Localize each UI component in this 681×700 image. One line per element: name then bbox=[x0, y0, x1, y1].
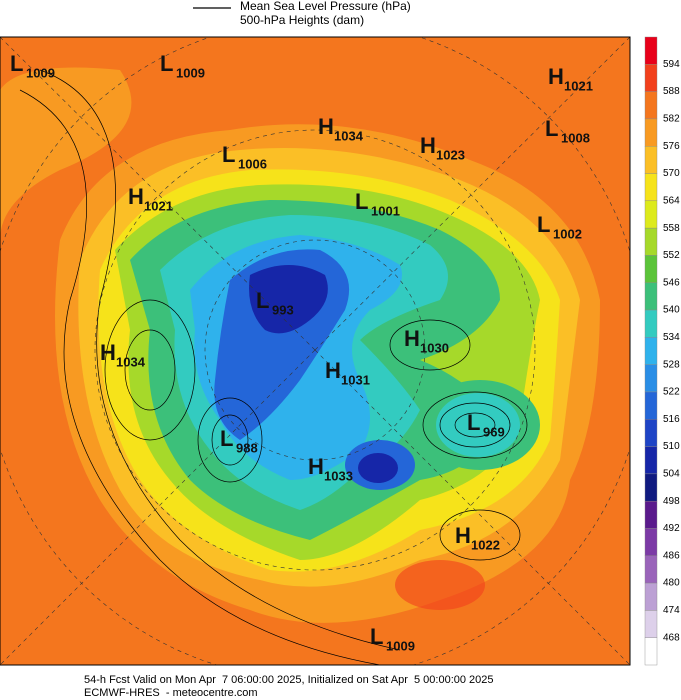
colorbar-segment bbox=[644, 64, 658, 92]
center-type: H bbox=[404, 326, 420, 351]
colorbar-label: 492 bbox=[663, 523, 680, 534]
colorbar-segment bbox=[644, 364, 658, 393]
center-pressure: 1022 bbox=[471, 537, 500, 552]
colorbar-label: 522 bbox=[663, 387, 680, 398]
center-pressure: 1031 bbox=[341, 372, 370, 387]
colorbar-label: 498 bbox=[663, 496, 680, 507]
footer-source: ECMWF-HRES - meteocentre.com bbox=[84, 687, 258, 699]
center-pressure: 1006 bbox=[238, 156, 267, 171]
colorbar-label: 552 bbox=[663, 250, 680, 261]
colorbar-segment bbox=[644, 146, 658, 174]
colorbar-label: 510 bbox=[663, 441, 680, 452]
center-type: H bbox=[128, 184, 144, 209]
center-pressure: 1023 bbox=[436, 147, 465, 162]
center-type: L bbox=[355, 189, 368, 214]
colorbar-label: 516 bbox=[663, 414, 680, 425]
map-frame bbox=[0, 36, 631, 666]
colorbar-label: 594 bbox=[663, 59, 680, 70]
isobars bbox=[19, 69, 528, 665]
center-type: L bbox=[256, 288, 269, 313]
center-type: L bbox=[545, 116, 558, 141]
legend-heights: 500-hPa Heights (dam) bbox=[240, 13, 364, 27]
colorbar-label: 546 bbox=[663, 277, 680, 288]
colorbar-segment bbox=[644, 200, 658, 229]
legend-pressure: Mean Sea Level Pressure (hPa) bbox=[240, 0, 411, 13]
center-type: L bbox=[370, 624, 383, 649]
colorbar-label: 576 bbox=[663, 141, 680, 152]
center-pressure: 1009 bbox=[386, 638, 415, 653]
colorbar-segment bbox=[644, 309, 658, 338]
colorbar-label: 558 bbox=[663, 223, 680, 234]
center-type: H bbox=[318, 114, 334, 139]
colorbar-segment bbox=[644, 637, 658, 666]
center-type: H bbox=[100, 340, 116, 365]
colorbar-segment bbox=[644, 500, 658, 529]
colorbar-segment bbox=[644, 610, 658, 638]
center-pressure: 1009 bbox=[26, 65, 55, 80]
colorbar-segment bbox=[644, 227, 658, 256]
colorbar-label: 570 bbox=[663, 168, 680, 179]
height-area bbox=[395, 560, 485, 610]
height-area bbox=[358, 453, 398, 483]
center-pressure: 1008 bbox=[561, 130, 590, 145]
colorbar-segment bbox=[644, 36, 658, 65]
center-type: H bbox=[548, 64, 564, 89]
colorbar-segment bbox=[644, 282, 658, 311]
colorbar-segment bbox=[644, 337, 658, 365]
center-pressure: 1021 bbox=[564, 78, 593, 93]
colorbar-segment bbox=[644, 391, 658, 420]
colorbar-segment bbox=[644, 473, 658, 502]
center-pressure: 1001 bbox=[371, 203, 400, 218]
colorbar-segment bbox=[644, 446, 658, 475]
colorbar-label: 480 bbox=[663, 578, 680, 589]
center-pressure: 969 bbox=[483, 424, 505, 439]
latitude-circles bbox=[0, 37, 630, 665]
center-pressure: 1034 bbox=[116, 354, 146, 369]
center-pressure: 1002 bbox=[553, 226, 582, 241]
center-pressure: 1009 bbox=[176, 65, 205, 80]
center-type: H bbox=[420, 133, 436, 158]
center-pressure: 988 bbox=[236, 440, 258, 455]
colorbar: 594 588 582 576 570 564 558 552 546 540 534 528 522 5… bbox=[644, 36, 680, 666]
colorbar-segment bbox=[644, 255, 658, 283]
colorbar-segment bbox=[644, 118, 658, 147]
colorbar-segment bbox=[644, 173, 658, 202]
colorbar-label: 540 bbox=[663, 305, 680, 316]
colorbar-label: 582 bbox=[663, 114, 680, 125]
center-type: L bbox=[467, 410, 480, 435]
center-type: L bbox=[537, 212, 550, 237]
center-type: H bbox=[455, 523, 471, 548]
center-type: L bbox=[220, 426, 233, 451]
colorbar-segment bbox=[644, 528, 658, 556]
colorbar-label: 588 bbox=[663, 86, 680, 97]
colorbar-label: 564 bbox=[663, 195, 680, 206]
colorbar-label: 486 bbox=[663, 550, 680, 561]
center-pressure: 1021 bbox=[144, 198, 173, 213]
colorbar-segment bbox=[644, 555, 658, 584]
center-type: L bbox=[222, 142, 235, 167]
center-pressure: 1034 bbox=[334, 128, 364, 143]
center-pressure: 993 bbox=[272, 302, 294, 317]
colorbar-label: 534 bbox=[663, 332, 680, 343]
height-area bbox=[249, 265, 328, 334]
center-type: H bbox=[325, 358, 341, 383]
footer-valid: 54-h Fcst Valid on Mon Apr 7 06:00:00 20… bbox=[84, 674, 494, 686]
colorbar-label: 468 bbox=[663, 632, 680, 643]
center-type: H bbox=[308, 454, 324, 479]
colorbar-segment bbox=[644, 582, 658, 611]
center-type: L bbox=[160, 51, 173, 76]
colorbar-segment bbox=[644, 419, 658, 447]
center-pressure: 1030 bbox=[420, 340, 449, 355]
center-type: L bbox=[10, 51, 23, 76]
colorbar-label: 504 bbox=[663, 469, 680, 480]
colorbar-label: 474 bbox=[663, 605, 680, 616]
height-area bbox=[0, 67, 132, 240]
colorbar-segment bbox=[644, 91, 658, 120]
colorbar-label: 528 bbox=[663, 359, 680, 370]
center-pressure: 1033 bbox=[324, 468, 353, 483]
